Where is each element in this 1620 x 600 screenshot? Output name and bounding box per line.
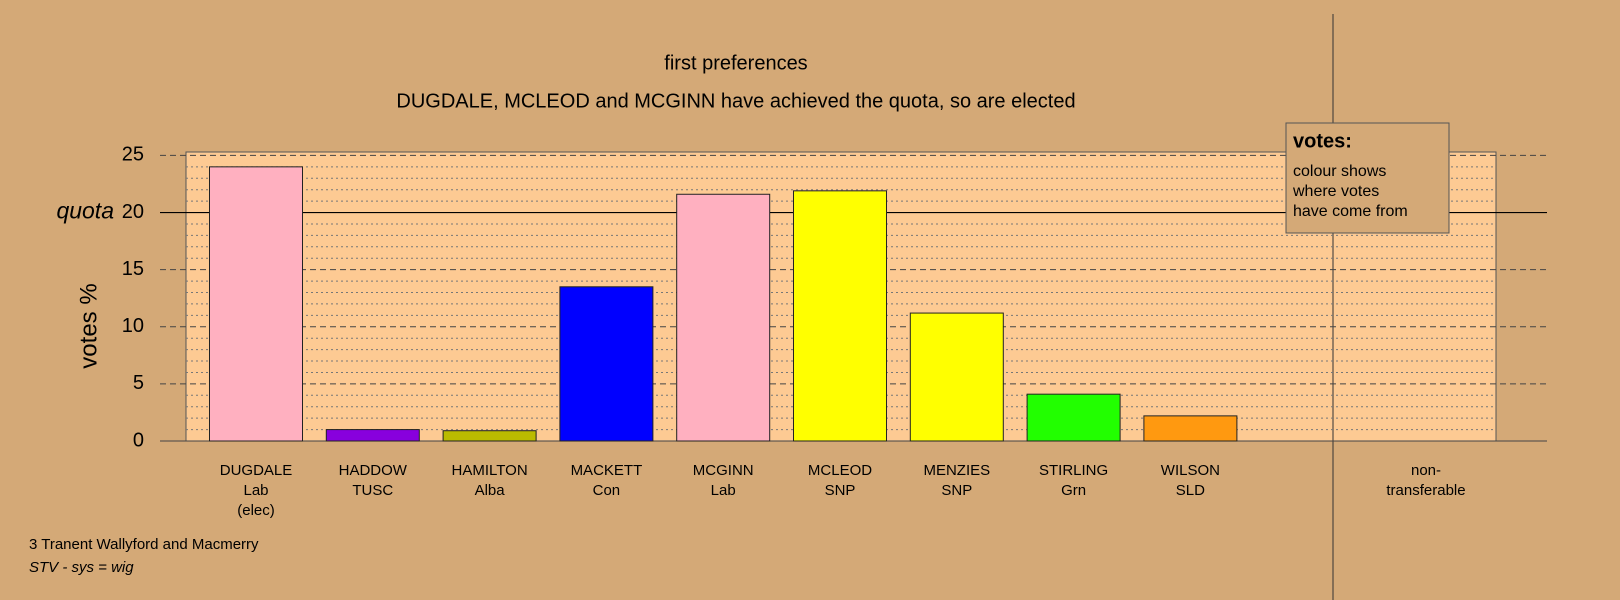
y-tick-label: 15 — [122, 258, 144, 280]
quota-label: quota — [56, 198, 114, 224]
x-tick-label: SNP — [941, 482, 972, 499]
bar — [909, 312, 1004, 442]
x-tick-label: STIRLING — [1039, 462, 1108, 479]
legend-text: where votes — [1292, 183, 1379, 200]
x-tick-label: TUSC — [352, 482, 393, 499]
x-tick-label: HAMILTON — [452, 462, 528, 479]
bar — [1026, 393, 1121, 442]
x-tick-label: Lab — [711, 482, 736, 499]
bar — [325, 429, 420, 442]
bar — [559, 286, 654, 442]
legend-title: votes: — [1293, 130, 1352, 152]
legend-text: colour shows — [1293, 163, 1386, 180]
legend-box — [1285, 122, 1450, 234]
y-tick-label: 25 — [122, 144, 144, 166]
bar — [442, 430, 537, 442]
y-tick-label: 5 — [133, 372, 144, 394]
y-axis-label: votes % — [75, 283, 102, 368]
note: 3 Tranent Wallyford and Macmerry — [29, 536, 259, 553]
x-tick-label: MCGINN — [693, 462, 754, 479]
x-tick-label: (elec) — [237, 502, 275, 519]
x-tick-label: transferable — [1386, 482, 1465, 499]
x-tick-label: HADDOW — [339, 462, 408, 479]
bar — [209, 166, 303, 442]
bar — [1143, 415, 1238, 442]
x-tick-label: SLD — [1176, 482, 1205, 499]
x-tick-label: Grn — [1061, 482, 1086, 499]
x-tick-label: SNP — [825, 482, 856, 499]
chart-subtitle: DUGDALE, MCLEOD and MCGINN have achieved… — [396, 90, 1075, 112]
legend-text: have come from — [1293, 203, 1408, 220]
bar — [793, 190, 887, 442]
y-tick-label: 10 — [122, 315, 144, 337]
y-tick-label: 20 — [122, 201, 144, 223]
x-tick-label: MACKETT — [571, 462, 643, 479]
x-tick-label: WILSON — [1161, 462, 1220, 479]
x-tick-label: Lab — [243, 482, 268, 499]
x-tick-label: Alba — [475, 482, 506, 499]
x-tick-label: non- — [1411, 462, 1441, 479]
x-tick-label: DUGDALE — [220, 462, 293, 479]
y-tick-label: 0 — [133, 429, 144, 451]
x-tick-label: Con — [593, 482, 621, 499]
note: STV - sys = wig — [29, 559, 134, 576]
chart-title: first preferences — [664, 52, 807, 74]
x-tick-label: MCLEOD — [808, 462, 872, 479]
bar — [676, 193, 771, 442]
x-tick-label: MENZIES — [923, 462, 990, 479]
